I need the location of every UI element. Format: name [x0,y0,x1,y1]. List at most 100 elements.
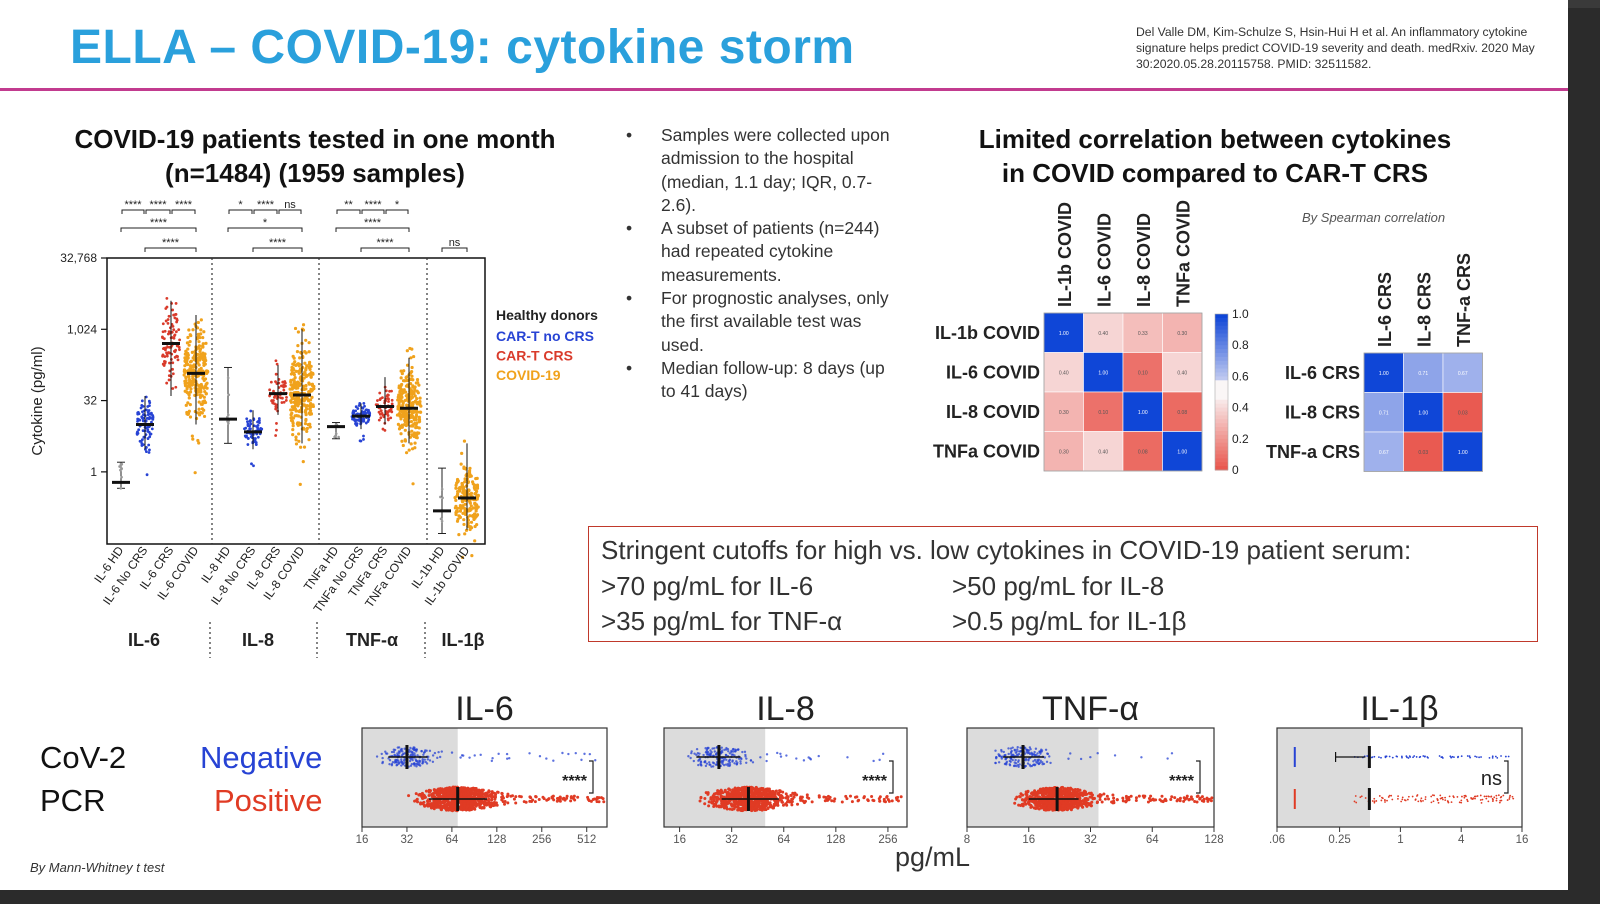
data-point [705,762,709,765]
data-point [1073,794,1077,798]
data-point [303,422,308,426]
data-point [840,800,844,804]
data-point [1033,764,1036,767]
data-point [367,418,371,422]
significance-bracket [144,247,197,252]
heatmap-row-label: TNFa COVID [933,441,1040,461]
data-point [473,786,477,790]
data-point [294,369,298,374]
data-point [362,434,365,438]
data-point [702,753,705,757]
data-point [469,802,473,806]
colorbar-segment [1215,466,1228,471]
data-point [291,433,295,437]
data-point [784,792,788,796]
data-point [1500,795,1503,798]
data-point [1035,800,1039,804]
data-point [1016,764,1020,767]
data-point [425,762,429,765]
significance-bracket [121,209,145,214]
data-point [994,761,997,765]
left-heading-line1: COVID-19 patients tested in one month [74,124,556,154]
data-point [454,509,459,514]
data-point [1488,795,1490,798]
data-point [763,789,767,793]
x-tick-label: 32 [725,834,738,846]
data-point [1495,797,1498,800]
data-point [408,750,411,753]
data-point [440,794,444,798]
data-point [139,406,143,410]
data-point [1052,794,1056,798]
data-point [733,795,737,799]
data-point [191,328,195,332]
data-point [292,378,296,383]
data-point [567,752,570,756]
x-tick-label: 4 [1458,834,1465,846]
data-point [203,384,207,388]
data-point [291,428,295,432]
data-point [1017,759,1020,762]
y-tick-label: 1,024 [67,322,97,336]
data-point [1033,758,1037,762]
data-point [1140,756,1143,759]
data-point [733,801,737,805]
data-point [198,393,202,397]
data-point [1497,794,1500,797]
data-point [292,356,296,360]
x-tick-label: 16 [356,834,369,846]
data-point [461,488,465,492]
data-point [431,802,435,806]
data-point [440,750,443,753]
colorbar-segment [1215,353,1228,358]
data-point [817,795,821,799]
data-point [721,795,725,799]
heatmap-frame [1363,352,1483,472]
data-point [415,396,419,401]
data-point [1193,799,1197,803]
data-point [411,751,414,755]
data-point [410,403,414,407]
data-point [407,794,411,798]
data-point [466,787,470,791]
data-point [1013,764,1016,767]
data-point [1018,794,1022,798]
data-point [1420,797,1423,800]
data-point [163,329,167,333]
data-point [541,795,545,799]
data-point [1492,798,1494,801]
data-point [1092,796,1096,800]
data-point [483,799,487,803]
data-point [414,758,417,761]
data-point [197,407,201,411]
data-point [309,370,313,375]
data-point [1481,798,1484,801]
data-point [173,316,177,320]
data-point [728,788,732,792]
data-point [473,487,477,492]
data-point [1016,748,1019,751]
data-point [354,423,358,426]
data-point [1439,797,1442,800]
panel-title: IL-6 [455,690,514,728]
data-point [732,750,735,753]
data-point [1182,796,1186,800]
data-point [552,798,556,802]
data-point [733,754,736,757]
heatmap-col-label: IL-6 CRS [1375,272,1395,347]
data-point [396,398,400,402]
data-point [735,805,739,809]
data-point [1406,798,1409,801]
data-point [357,404,361,407]
heatmap-cell-value: 1.00 [1098,370,1108,376]
data-point [1004,757,1007,761]
data-point [757,800,761,804]
data-point [692,759,696,763]
data-point [1081,805,1085,809]
significance-label: **** [269,237,287,249]
data-point [448,802,452,806]
data-point [500,795,504,799]
data-point [500,791,504,795]
data-point [1401,796,1404,799]
